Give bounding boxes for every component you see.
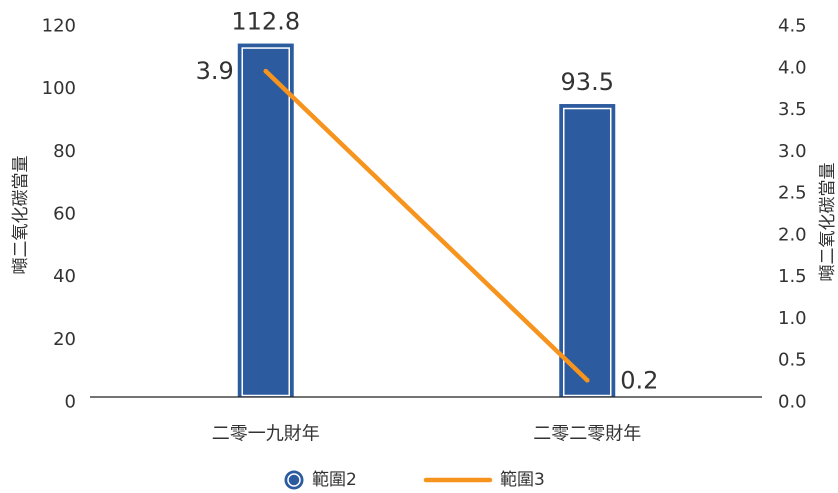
left-axis-title-group: 噸二氧化碳當量 [11,156,31,275]
scope3-line [263,68,590,383]
legend-item-scope2: 範圍2 [284,470,357,490]
right-tick-label: 4.5 [778,16,807,37]
right-tick-label: 0.0 [778,392,807,413]
legend-item-scope3: 範圍3 [423,470,545,490]
bar-inner-outline [563,107,612,397]
left-tick-label: 20 [53,329,76,350]
legend: 範圍2 範圍3 [284,470,545,490]
data-label-bar: 93.5 [561,68,614,96]
left-tick-label: 100 [42,78,76,99]
left-tick-label: 60 [53,204,76,225]
left-tick-label: 0 [65,392,76,413]
right-tick-label: 3.5 [778,99,807,120]
right-axis-ticks: 0.0 0.5 1.0 1.5 2.0 2.5 3.0 3.5 4.0 4.5 [778,16,807,413]
x-axis-category-labels: 二零一九財年 二零二零財年 [212,424,642,445]
legend-label-scope2: 範圍2 [312,470,357,490]
line-series [263,68,590,383]
left-tick-label: 80 [53,141,76,162]
right-tick-label: 2.0 [778,224,807,245]
left-axis-title: 噸二氧化碳當量 [11,156,31,275]
right-axis-title: 噸二氧化碳當量 [818,163,838,282]
data-label-line: 3.9 [196,57,234,85]
right-tick-label: 2.5 [778,183,807,204]
left-tick-label: 40 [53,266,76,287]
x-category-label: 二零一九財年 [212,424,320,445]
scope3-point [585,378,590,383]
right-tick-label: 3.0 [778,141,807,162]
left-tick-label: 120 [42,16,76,37]
right-axis-title-group: 噸二氧化碳當量 [818,163,838,282]
bar-scope2 [559,104,616,398]
bar-inner-outline [241,47,290,397]
bar-series [237,43,616,398]
data-label-bar: 112.8 [231,8,300,36]
left-axis-ticks: 0 20 40 60 80 100 120 [42,16,76,413]
right-tick-label: 4.0 [778,57,807,78]
right-tick-label: 1.5 [778,266,807,287]
x-category-label: 二零二零財年 [533,424,641,445]
data-label-line: 0.2 [620,366,658,394]
bar-scope2 [237,43,294,398]
legend-marker-ring [287,473,301,487]
data-labels: 112.8 93.5 3.9 0.2 [196,8,659,395]
scope3-point [263,68,268,74]
right-tick-label: 0.5 [778,350,807,371]
legend-label-scope3: 範圍3 [500,470,545,490]
right-tick-label: 1.0 [778,308,807,329]
